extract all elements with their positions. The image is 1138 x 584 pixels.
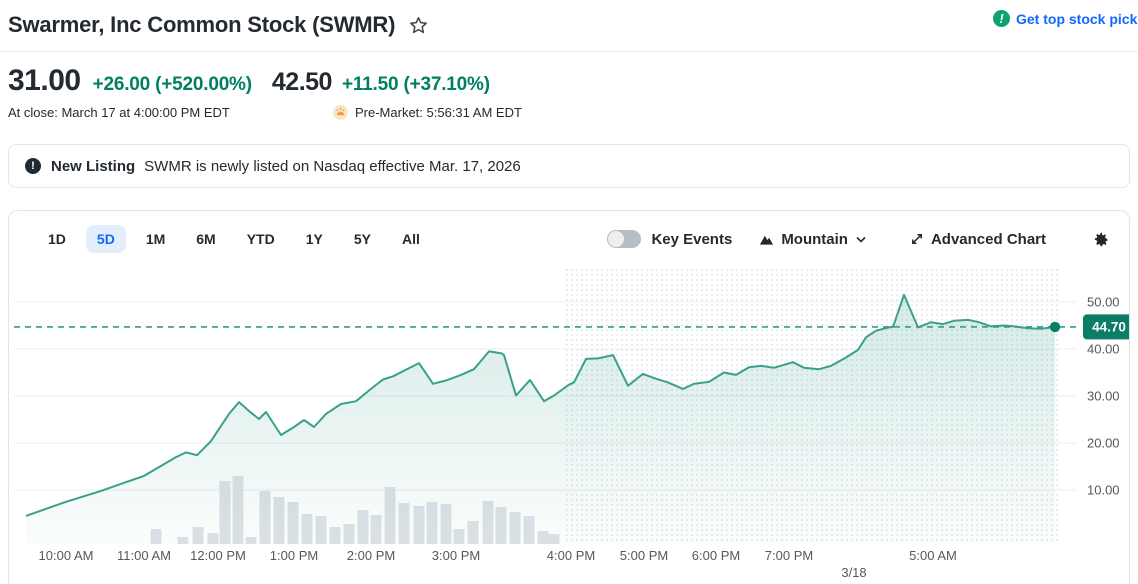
- at-close-note: At close: March 17 at 4:00:00 PM EDT: [8, 105, 230, 120]
- range-button-1d[interactable]: 1D: [37, 225, 77, 253]
- x-axis-label: 11:00 AM: [117, 548, 171, 563]
- x-axis-label: 4:00 PM: [547, 548, 595, 563]
- y-axis-label: 20.00: [1087, 436, 1120, 451]
- quote-header: Swarmer, Inc Common Stock (SWMR) ! Get t…: [0, 0, 1138, 123]
- regular-price: 31.00: [8, 64, 81, 97]
- x-axis-label: 5:00 AM: [909, 548, 957, 563]
- current-price-badge-label: 44.70: [1092, 320, 1126, 335]
- range-button-5y[interactable]: 5Y: [343, 225, 382, 253]
- range-button-6m[interactable]: 6M: [185, 225, 226, 253]
- y-axis-label: 50.00: [1087, 295, 1120, 310]
- expand-diagonal-icon: [910, 232, 924, 246]
- x-axis-label: 5:00 PM: [620, 548, 668, 563]
- range-button-1y[interactable]: 1Y: [295, 225, 334, 253]
- toggle-knob: [608, 231, 625, 247]
- range-button-ytd[interactable]: YTD: [236, 225, 286, 253]
- premarket-change: +11.50 (+37.10%): [341, 74, 490, 95]
- range-button-5d[interactable]: 5D: [85, 225, 126, 253]
- price-chart[interactable]: 10.00 20.00 30.00 40.00 50.00 44.70 10:00 AM 11…: [9, 267, 1129, 583]
- new-listing-banner: ! New Listing SWMR is newly listed on Na…: [8, 144, 1130, 188]
- x-axis-label: 12:00 PM: [190, 548, 246, 563]
- range-button-all[interactable]: All: [391, 225, 431, 253]
- range-button-1m[interactable]: 1M: [135, 225, 176, 253]
- regular-change: +26.00 (+520.00%): [92, 74, 253, 95]
- key-events-toggle[interactable]: [607, 230, 642, 248]
- page-title: Swarmer, Inc Common Stock (SWMR): [8, 12, 396, 37]
- new-listing-badge-icon: !: [25, 158, 41, 174]
- x-axis-label: 10:00 AM: [39, 548, 94, 563]
- mountain-icon: [759, 232, 774, 246]
- premarket-price: 42.50: [271, 68, 333, 96]
- star-watchlist-icon[interactable]: [409, 16, 428, 35]
- chevron-down-icon: [856, 236, 866, 243]
- price-line: [25, 293, 1056, 517]
- x-axis-label: 7:00 PM: [765, 548, 813, 563]
- premium-link[interactable]: ! Get top stock pick: [993, 10, 1137, 27]
- new-listing-badge-label: New Listing: [51, 157, 136, 175]
- current-price-dot: [1049, 321, 1061, 333]
- y-axis-label: 10.00: [1087, 483, 1120, 498]
- area-fill: [26, 294, 1055, 544]
- settings-gear-icon[interactable]: [1092, 231, 1109, 248]
- x-axis-label: 1:00 PM: [270, 548, 318, 563]
- range-selector: 1D 5D 1M 6M YTD 1Y 5Y All: [37, 225, 431, 253]
- advanced-chart-button[interactable]: Advanced Chart: [910, 231, 1046, 248]
- sunrise-icon: [333, 105, 348, 120]
- x-axis-label: 2:00 PM: [347, 548, 395, 563]
- new-listing-text: SWMR is newly listed on Nasdaq effective…: [144, 157, 521, 175]
- chart-type-dropdown[interactable]: Mountain: [759, 231, 866, 248]
- chart-card: 1D 5D 1M 6M YTD 1Y 5Y All Key Events Mountain: [8, 210, 1130, 584]
- y-axis-label: 30.00: [1087, 389, 1120, 404]
- x-axis-label: 6:00 PM: [692, 548, 740, 563]
- premium-icon: !: [993, 10, 1010, 27]
- premarket-note: Pre-Market: 5:56:31 AM EDT: [355, 105, 522, 120]
- x-axis-date-label: 3/18: [841, 565, 866, 580]
- x-axis-label: 3:00 PM: [432, 548, 480, 563]
- key-events-label: Key Events: [651, 230, 733, 248]
- y-axis-label: 40.00: [1087, 342, 1120, 357]
- current-price-badge: [1083, 314, 1129, 340]
- chart-toolbar: 1D 5D 1M 6M YTD 1Y 5Y All Key Events Mountain: [9, 211, 1129, 267]
- header-divider: [0, 51, 1138, 52]
